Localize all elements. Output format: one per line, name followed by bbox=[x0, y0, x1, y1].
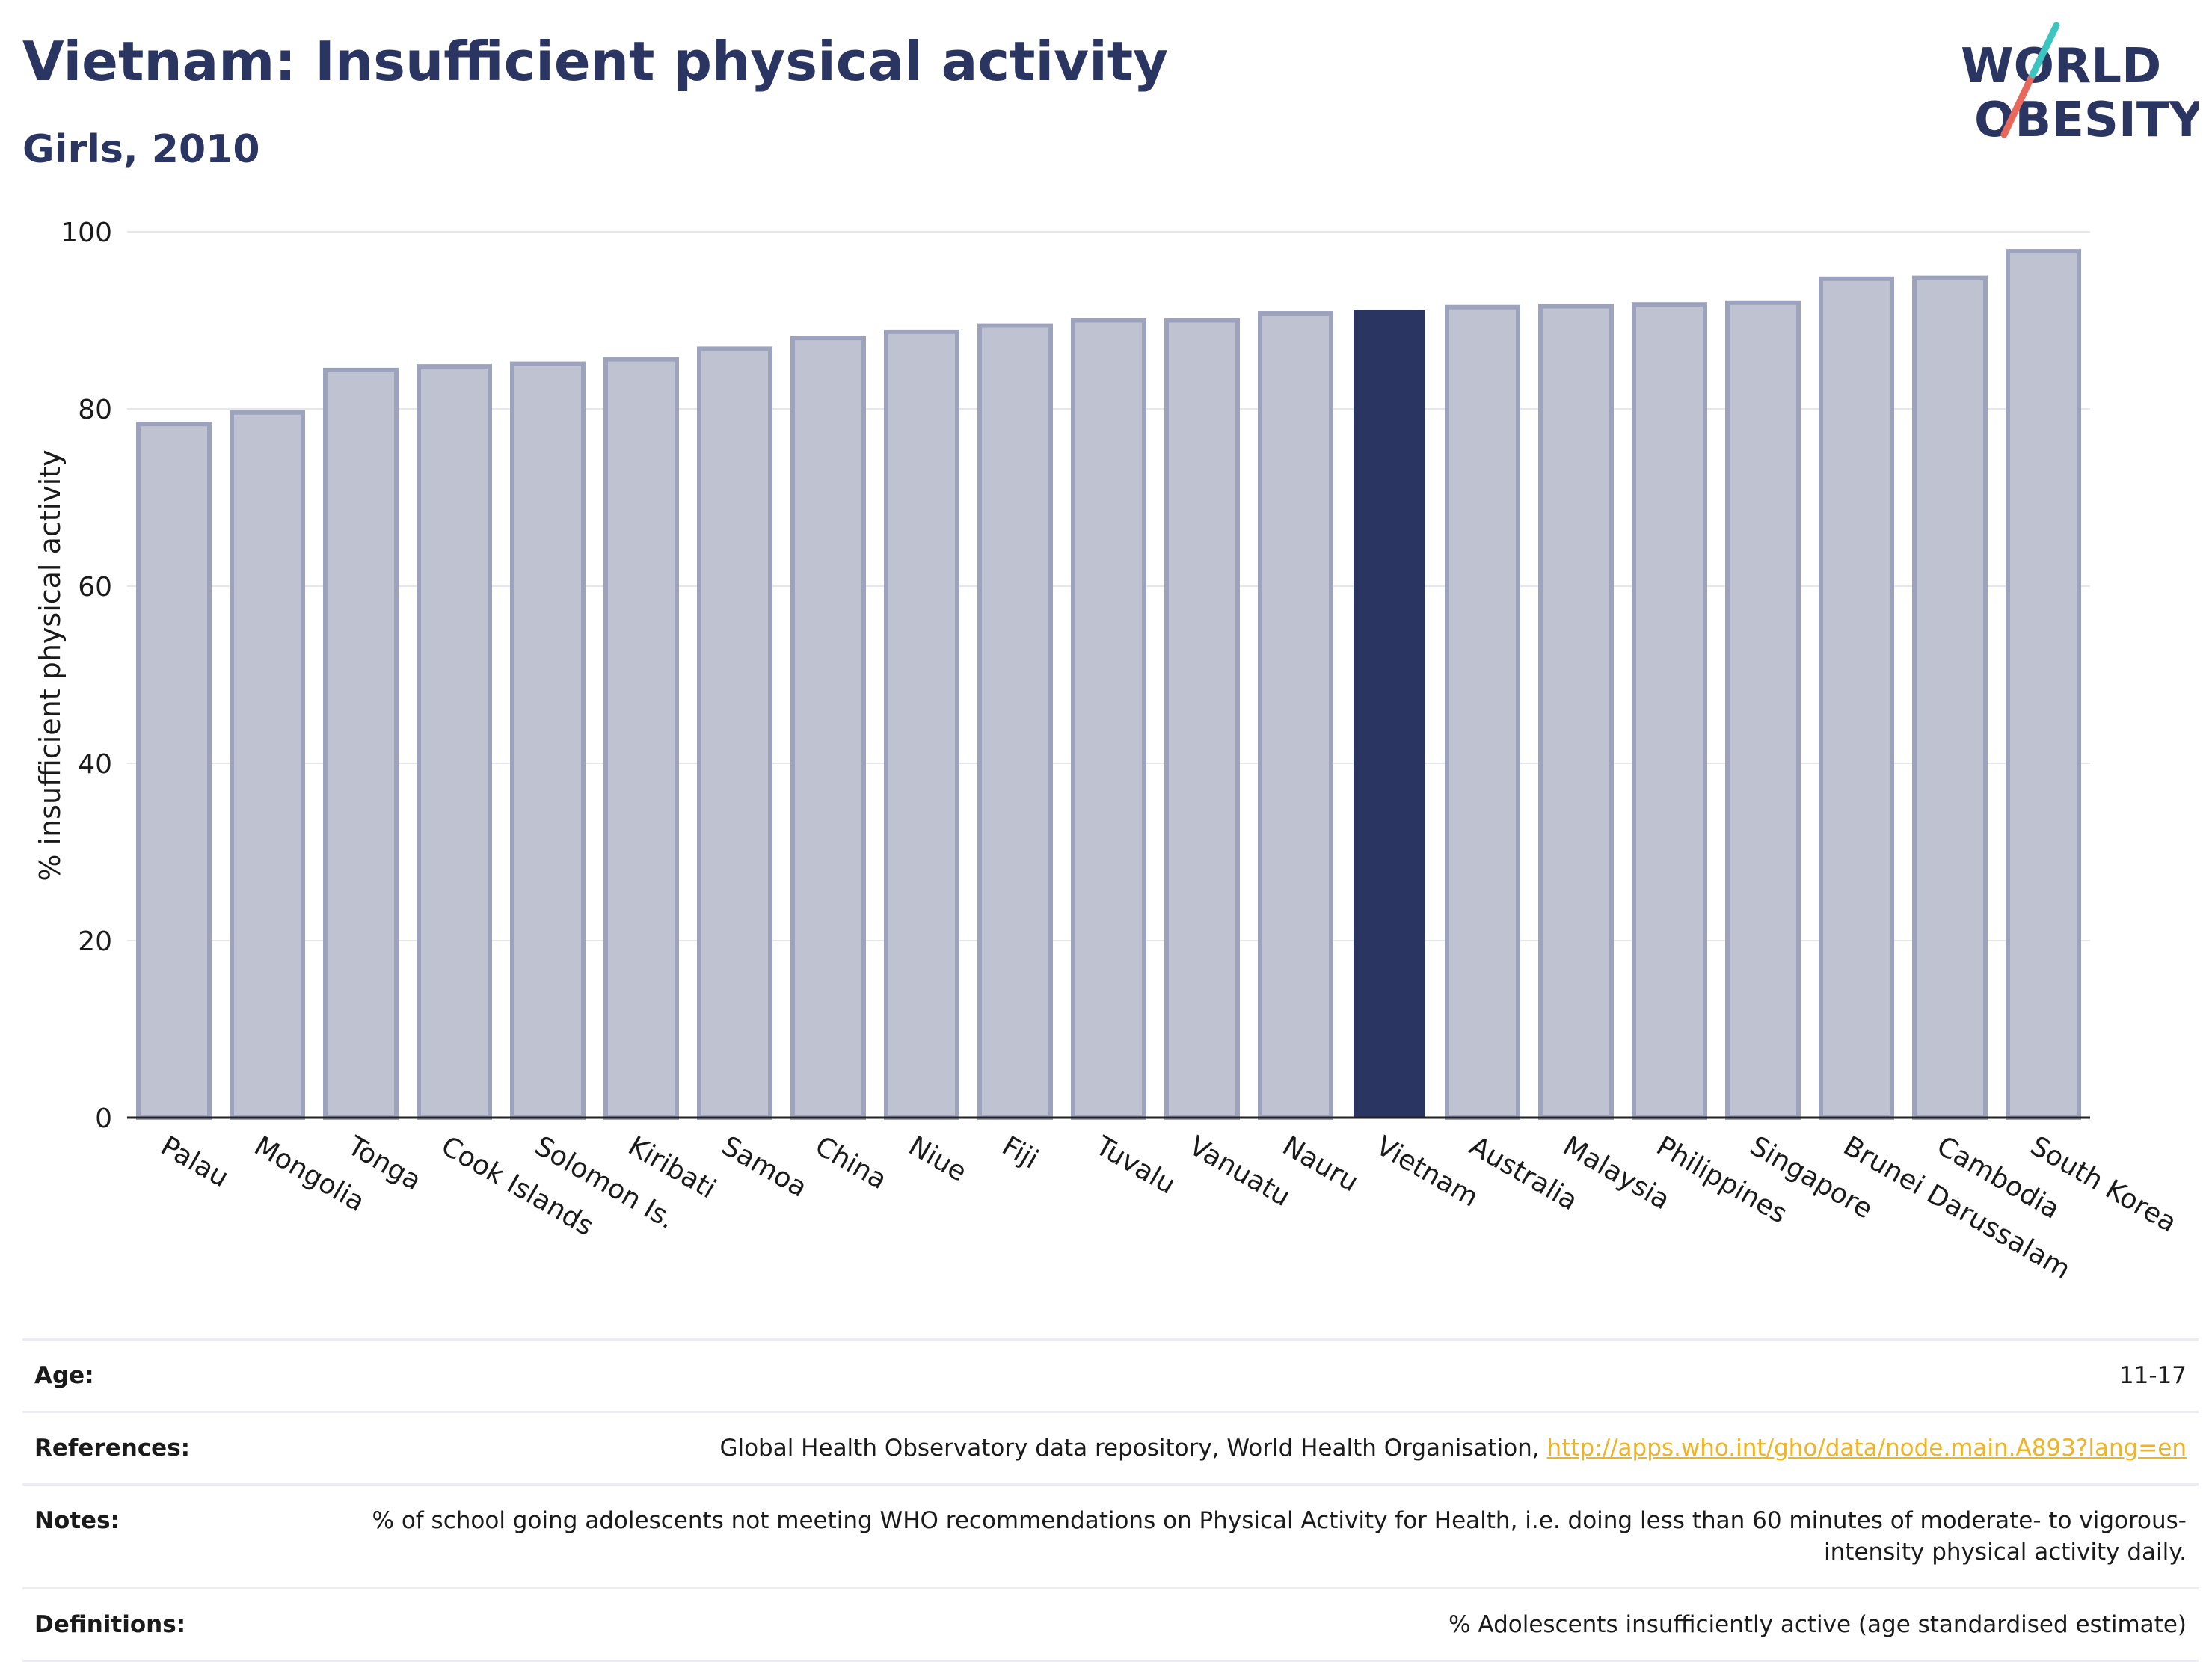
bar-tuvalu bbox=[1071, 318, 1146, 1120]
info-value: % of school going adolescents not meetin… bbox=[372, 1507, 2187, 1566]
y-tick-label: 100 bbox=[61, 218, 112, 248]
bar-samoa bbox=[697, 346, 772, 1120]
chart-title: Vietnam: Insufficient physical activity bbox=[22, 30, 1169, 93]
x-tick-label: Fiji bbox=[997, 1130, 1043, 1175]
info-value: 11-17 bbox=[2119, 1362, 2187, 1389]
bar-brunei-darussalam bbox=[1819, 276, 1894, 1120]
bar-fiji bbox=[977, 323, 1053, 1121]
bar-australia bbox=[1445, 304, 1520, 1121]
logo-line-1: WORLD bbox=[1961, 39, 2161, 94]
info-key: Definitions: bbox=[34, 1611, 186, 1638]
info-row-references: References: Global Health Observatory da… bbox=[22, 1412, 2199, 1485]
bar-palau bbox=[136, 422, 212, 1120]
bar-solomon-is bbox=[510, 361, 586, 1120]
y-tick-label: 40 bbox=[78, 749, 112, 780]
bar-cook-islands bbox=[417, 364, 492, 1120]
info-row-definitions: Definitions: % Adolescents insufficientl… bbox=[22, 1588, 2199, 1661]
info-value: % Adolescents insufficiently active (age… bbox=[1448, 1611, 2187, 1638]
bar-singapore bbox=[1725, 300, 1801, 1120]
world-obesity-logo: WORLD OBESITY bbox=[1961, 22, 2199, 148]
y-tick-label: 20 bbox=[78, 926, 112, 957]
info-key: Age: bbox=[34, 1362, 94, 1389]
logo-slash-bottom bbox=[2029, 22, 2060, 79]
x-tick-label: Palau bbox=[156, 1130, 234, 1193]
reference-text: Global Health Observatory data repositor… bbox=[719, 1435, 1547, 1462]
info-key: Notes: bbox=[34, 1507, 120, 1534]
x-tick-label: Samoa bbox=[716, 1130, 812, 1204]
bar-malaysia bbox=[1538, 304, 1614, 1120]
bar-philippines bbox=[1632, 302, 1707, 1120]
x-tick-label: China bbox=[810, 1130, 892, 1195]
info-table: Age: 11-17 References: Global Health Obs… bbox=[22, 1338, 2199, 1662]
info-value: Global Health Observatory data repositor… bbox=[271, 1412, 2199, 1485]
bars-layer bbox=[136, 249, 2081, 1121]
info-key: References: bbox=[34, 1435, 191, 1462]
bar-cambodia bbox=[1912, 275, 1988, 1121]
logo-slash-top bbox=[2000, 71, 2036, 138]
bar-mongolia bbox=[230, 410, 305, 1120]
x-tick-label: Malaysia bbox=[1558, 1130, 1675, 1216]
bar-vietnam bbox=[1354, 310, 1425, 1118]
x-tick-label: Niue bbox=[903, 1130, 971, 1187]
bar-china bbox=[790, 336, 866, 1121]
x-tick-label: Vietnam bbox=[1371, 1130, 1483, 1213]
bar-nauru bbox=[1258, 311, 1333, 1120]
x-tick-label: Vanuatu bbox=[1184, 1130, 1295, 1213]
info-row-notes: Notes: % of school going adolescents not… bbox=[22, 1484, 2199, 1589]
bar-niue bbox=[884, 329, 959, 1120]
bar-kiribati bbox=[603, 357, 679, 1120]
reference-link[interactable]: http://apps.who.int/gho/data/node.main.A… bbox=[1546, 1435, 2187, 1462]
info-row-age: Age: 11-17 bbox=[22, 1339, 2199, 1412]
chart-subtitle: Girls, 2010 bbox=[22, 127, 260, 172]
y-tick-label: 0 bbox=[95, 1104, 112, 1134]
bar-south-korea bbox=[2006, 249, 2081, 1121]
y-tick-label: 60 bbox=[78, 572, 112, 603]
bar-tonga bbox=[323, 367, 399, 1121]
x-tick-label: Tuvalu bbox=[1090, 1130, 1180, 1201]
y-axis-label: % insufficient physical activity bbox=[34, 449, 67, 881]
bar-vanuatu bbox=[1164, 318, 1240, 1120]
y-tick-label: 80 bbox=[78, 395, 112, 425]
